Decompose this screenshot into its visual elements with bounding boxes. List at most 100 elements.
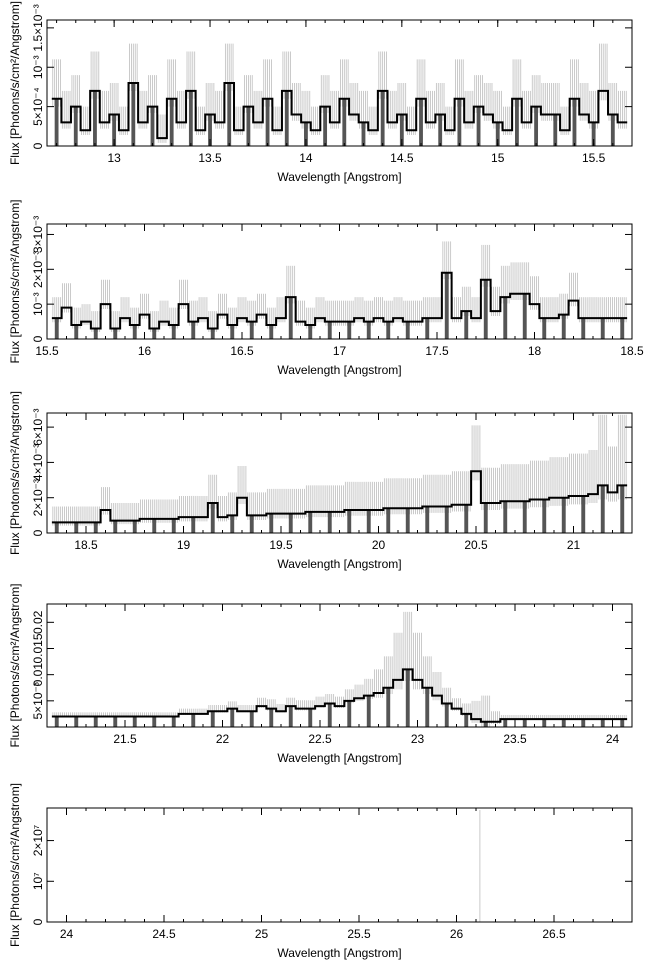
x-tick-label: 13 (107, 151, 121, 165)
plot-frame (46, 807, 633, 923)
flux-bin (457, 98, 462, 146)
flux-bin (113, 328, 118, 339)
y-tick-label: 2×10⁻³ (31, 251, 45, 288)
x-axis-title: Wavelength [Angstrom] (277, 363, 401, 377)
x-tick-label: 25.5 (347, 927, 371, 941)
flux-bin (132, 520, 137, 533)
x-tick-label: 18.5 (620, 344, 644, 358)
flux-bin (152, 328, 157, 339)
flux-bin (230, 325, 235, 339)
x-tick-label: 17.5 (425, 344, 449, 358)
x-tick-label: 15.5 (35, 344, 59, 358)
x-tick-label: 23 (411, 732, 425, 746)
y-axis-title: Flux [Photons/s/cm²/Angstrom] (8, 199, 22, 363)
flux-bin (112, 114, 117, 146)
flux-bin (93, 716, 98, 727)
flux-bin (425, 506, 430, 533)
x-tick-label: 19 (177, 538, 191, 552)
flux-bin (476, 106, 481, 146)
y-tick-label: 0.02 (31, 610, 45, 634)
plot-frame (46, 19, 633, 147)
flux-bin (246, 106, 251, 146)
y-tick-label: 3×10⁻³ (31, 216, 45, 253)
x-tick-label: 21 (567, 538, 581, 552)
flux-bin (265, 98, 270, 146)
x-tick-label: 17 (333, 344, 347, 358)
y-tick-label: 6×10⁻³ (31, 408, 45, 445)
flux-bin (620, 485, 625, 533)
flux-bin (464, 504, 469, 533)
flux-bin (152, 518, 157, 533)
flux-bin (304, 122, 308, 146)
flux-bin (54, 522, 59, 533)
flux-bin (561, 314, 566, 339)
flux-bin (210, 711, 215, 727)
flux-bin (269, 708, 274, 727)
flux-bin (542, 719, 547, 727)
flux-bin (405, 508, 410, 533)
flux-bin (425, 687, 430, 727)
y-tick-label: 0.01 (31, 663, 45, 687)
flux-bin (288, 513, 293, 533)
flux-bin (444, 703, 449, 727)
flux-bin (600, 318, 605, 339)
flux-bin (308, 708, 313, 727)
x-tick-label: 15.5 (582, 151, 606, 165)
plot-frame (46, 603, 633, 728)
x-tick-label: 14.5 (390, 151, 414, 165)
flux-bin (386, 687, 391, 727)
flux-bin (366, 321, 371, 339)
flux-bin (405, 669, 410, 727)
y-tick-label: 10⁻³ (31, 55, 45, 79)
x-tick-label: 25 (255, 927, 269, 941)
flux-bin (210, 328, 215, 339)
flux-bin (323, 106, 328, 146)
plot-area (51, 611, 628, 727)
flux-step-line (51, 470, 628, 524)
flux-bin (227, 83, 232, 146)
flux-bin (503, 719, 508, 727)
flux-bin (249, 515, 254, 533)
x-tick-label: 20 (372, 538, 386, 552)
x-tick-label: 22 (216, 732, 230, 746)
flux-bin (93, 522, 98, 533)
flux-bin (483, 503, 488, 533)
x-tick-label: 13.5 (198, 151, 222, 165)
flux-bin (152, 716, 157, 727)
flux-bin (113, 716, 118, 727)
panel-5: 24 24.5 25 25.5 26 26.5 0 10⁷ 2×10⁷ Wavelength [A… (8, 783, 633, 960)
flux-step-line (51, 668, 628, 723)
x-tick-label: 18.5 (74, 538, 98, 552)
flux-bin (366, 510, 371, 533)
flux-bin (361, 122, 366, 146)
flux-bin (581, 318, 586, 339)
x-tick-label: 26.5 (542, 927, 566, 941)
flux-bin (93, 90, 97, 146)
flux-bin (230, 708, 235, 727)
flux-bin (131, 83, 136, 146)
flux-bin (132, 325, 137, 339)
flux-bin (495, 122, 500, 146)
flux-bin (503, 501, 508, 533)
flux-bin (522, 719, 527, 727)
flux-bin (522, 501, 527, 533)
x-axis-title: Wavelength [Angstrom] (277, 170, 401, 184)
x-tick-label: 21.5 (113, 732, 137, 746)
flux-bin (54, 318, 59, 339)
flux-bin (327, 511, 332, 533)
flux-bin (169, 98, 174, 146)
flux-bin (269, 325, 274, 339)
flux-bin (366, 695, 371, 727)
flux-bin (444, 272, 449, 339)
y-tick-label: 4×10⁻³ (31, 444, 45, 481)
flux-bin (464, 311, 469, 339)
flux-bin (380, 90, 385, 146)
flux-bin (503, 297, 508, 339)
flux-bin (171, 325, 176, 339)
flux-bin (386, 321, 391, 339)
panel-2: 15.5 16 16.5 17 17.5 18 18.5 0 10⁻³ 2×10⁻³3×10⁻³ W… (8, 199, 644, 377)
y-tick-label: 0 (31, 529, 45, 536)
plot-area (51, 414, 628, 533)
